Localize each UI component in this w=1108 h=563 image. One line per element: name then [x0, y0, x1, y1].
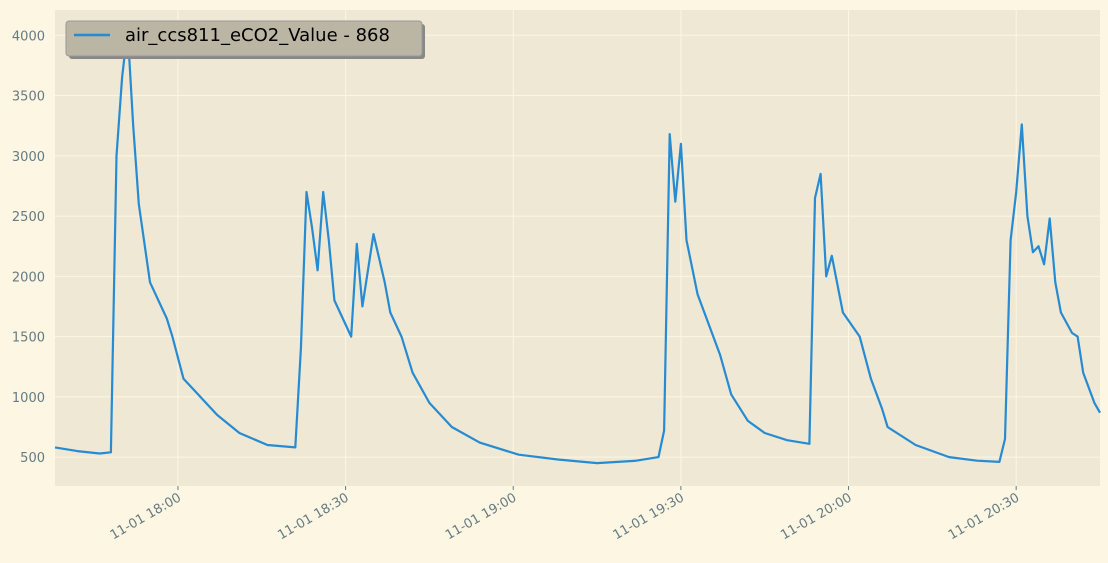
legend-label: air_ccs811_eCO2_Value - 868 [125, 25, 390, 46]
data-line [54, 28, 1101, 465]
y-tick-label: 4000 [12, 29, 45, 44]
y-tick-label: 500 [20, 451, 45, 466]
y-tick-label: 3500 [12, 90, 45, 105]
y-tick-label: 1000 [12, 391, 45, 406]
y-tick-label: 1500 [12, 331, 45, 346]
legend-box [65, 20, 423, 57]
y-tick-label: 2500 [12, 210, 45, 225]
y-tick-label: 2000 [12, 270, 45, 285]
plot-area [55, 10, 1100, 486]
y-tick-label: 3000 [12, 150, 45, 165]
